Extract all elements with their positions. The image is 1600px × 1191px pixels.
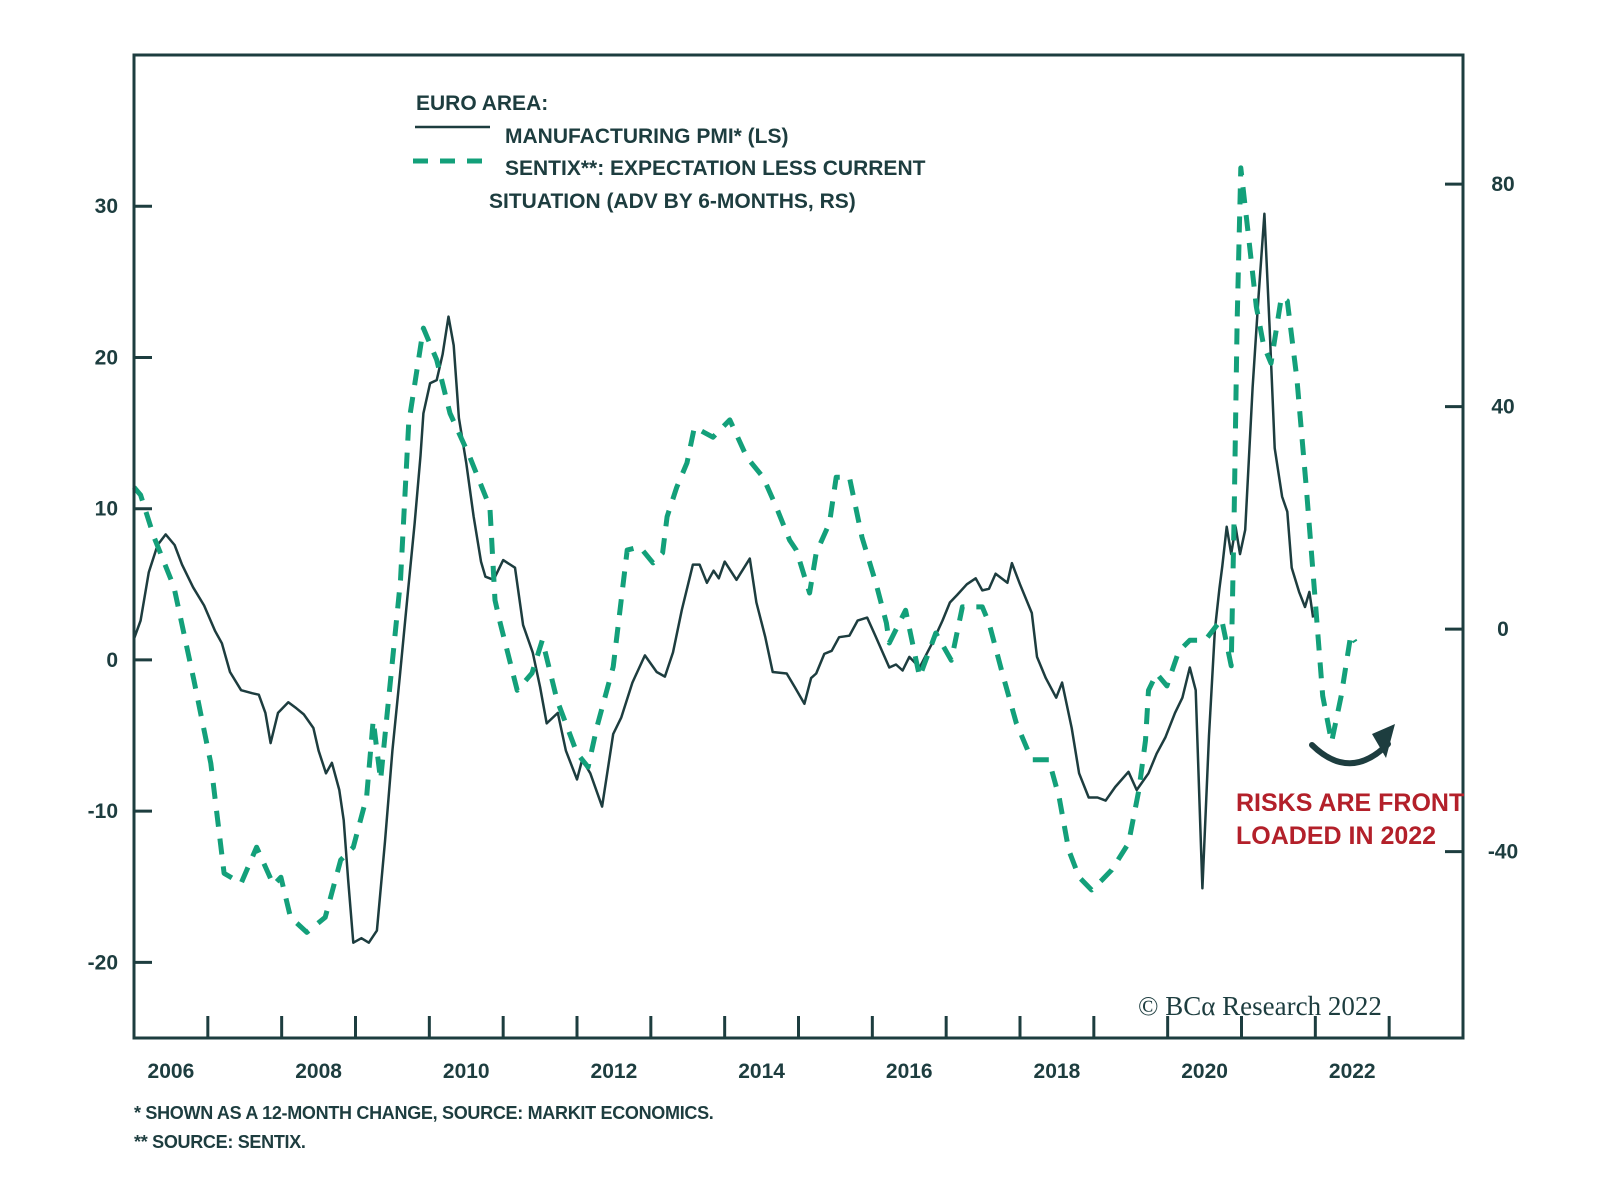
left-tick-label: -20 — [88, 951, 118, 974]
series-layer — [132, 165, 1358, 944]
legend-label-pmi: MANUFACTURING PMI* (LS) — [505, 125, 788, 148]
x-tick-label: 2020 — [1181, 1060, 1228, 1083]
x-tick-label: 2022 — [1329, 1060, 1376, 1083]
legend: EURO AREA: MANUFACTURING PMI* (LS) SENTI… — [413, 92, 926, 213]
x-tick-label: 2012 — [591, 1060, 638, 1083]
legend-heading: EURO AREA: — [416, 92, 548, 115]
left-tick-label: 0 — [106, 649, 118, 672]
left-tick-label: 30 — [95, 195, 118, 218]
x-tick-label: 2014 — [738, 1060, 785, 1083]
footnote-2: ** SOURCE: SENTIX. — [134, 1132, 306, 1152]
series-line-pmi — [132, 212, 1315, 944]
x-tick-label: 2010 — [443, 1060, 490, 1083]
footnote-1: * SHOWN AS A 12-MONTH CHANGE, SOURCE: MA… — [134, 1103, 714, 1123]
left-tick-label: 10 — [95, 498, 118, 521]
arrowhead-icon — [1372, 724, 1395, 758]
series-line-sentix — [132, 165, 1358, 935]
left-axis: 30 20 10 0 -10 -20 — [88, 195, 152, 974]
copyright-credit: © BCα Research 2022 — [1138, 991, 1382, 1021]
legend-label-sentix-line1: SENTIX**: EXPECTATION LESS CURRENT — [505, 157, 926, 180]
risk-annotation: RISKS ARE FRONT LOADED IN 2022 — [1236, 724, 1464, 850]
right-axis: 80 40 0 -40 — [1445, 173, 1518, 864]
legend-label-sentix-line2: SITUATION (ADV BY 6-MONTHS, RS) — [489, 190, 856, 213]
risk-text-line1: RISKS ARE FRONT — [1236, 789, 1464, 817]
x-tick-label: 2006 — [148, 1060, 195, 1083]
x-tick-label: 2018 — [1034, 1060, 1081, 1083]
left-tick-label: -10 — [88, 800, 118, 823]
left-tick-label: 20 — [95, 346, 118, 369]
x-tick-label: 2008 — [295, 1060, 342, 1083]
right-tick-label: 40 — [1491, 396, 1514, 419]
curved-arrow-icon — [1309, 741, 1391, 767]
x-tick-label: 2016 — [886, 1060, 933, 1083]
x-axis: 2006 2008 2010 2012 2014 2016 2018 2020 2022 — [148, 1016, 1391, 1083]
right-tick-label: -40 — [1488, 841, 1518, 864]
right-tick-label: 0 — [1497, 618, 1509, 641]
risk-text-line2: LOADED IN 2022 — [1236, 822, 1436, 850]
right-tick-label: 80 — [1491, 173, 1514, 196]
